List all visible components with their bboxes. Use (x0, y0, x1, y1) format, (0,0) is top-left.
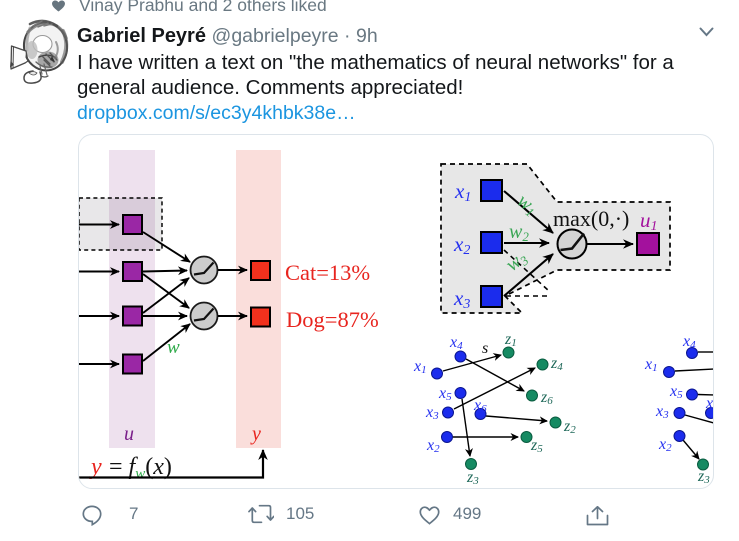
svg-text:x5: x5 (438, 385, 452, 403)
svg-text:x3: x3 (425, 404, 439, 422)
svg-text:z1: z1 (504, 331, 517, 349)
svg-text:x6: x6 (473, 397, 487, 415)
svg-text:z4: z4 (550, 355, 563, 373)
svg-text:s: s (482, 340, 488, 357)
svg-text:x: x (705, 395, 713, 412)
svg-text:z3: z3 (466, 469, 479, 487)
svg-text:max(0,·): max(0,·) (553, 206, 629, 231)
svg-text:x4: x4 (682, 333, 696, 351)
svg-text:Cat=13%: Cat=13% (285, 260, 370, 285)
svg-text:x3: x3 (655, 403, 669, 421)
svg-text:x1: x1 (413, 358, 427, 376)
svg-text:z5: z5 (530, 437, 543, 455)
svg-text:z3: z3 (697, 468, 710, 486)
svg-text:x2: x2 (426, 437, 440, 455)
svg-text:w: w (167, 337, 180, 358)
svg-text:y: y (89, 454, 102, 480)
svg-text:y: y (250, 423, 261, 445)
svg-text:z6: z6 (540, 389, 553, 407)
svg-text:z2: z2 (563, 418, 576, 436)
svg-text:x4: x4 (449, 334, 463, 352)
svg-text:u: u (124, 423, 134, 445)
svg-text:x5: x5 (669, 383, 683, 401)
svg-text:x1: x1 (644, 356, 658, 374)
svg-text:x2: x2 (658, 436, 672, 454)
svg-text:Dog=87%: Dog=87% (286, 307, 379, 332)
